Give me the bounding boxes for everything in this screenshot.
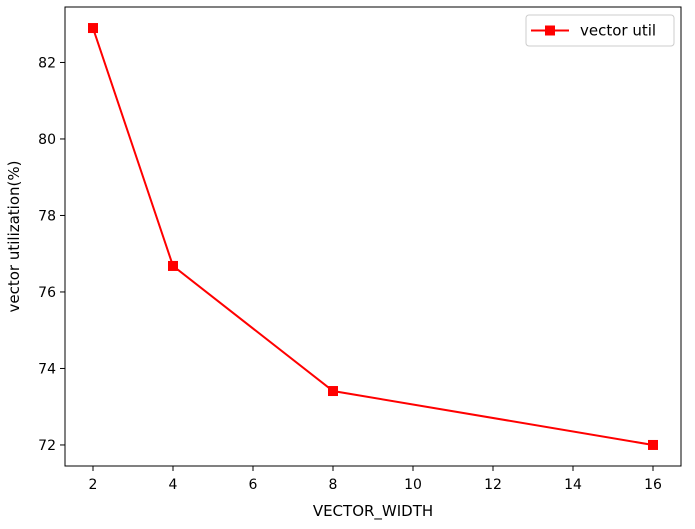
plot-area-frame [64, 6, 682, 467]
x-tick-label: 2 [89, 477, 98, 493]
legend-square-marker [545, 25, 555, 36]
legend: vector util [525, 14, 675, 47]
series-line [92, 27, 654, 446]
x-tick-label: 16 [644, 477, 662, 493]
x-tick-label: 14 [564, 477, 582, 493]
y-tick-label: 78 [38, 208, 56, 224]
legend-label: vector util [580, 22, 656, 40]
data-point [168, 260, 178, 271]
x-axis-ticks: 2 4 6 8 10 12 14 16 [89, 466, 662, 493]
y-tick-label: 74 [38, 361, 56, 377]
y-tick-label: 72 [38, 438, 56, 454]
x-axis-label: VECTOR_WIDTH [313, 502, 433, 521]
x-tick-label: 6 [249, 477, 258, 493]
data-point [88, 23, 98, 34]
x-tick-label: 10 [404, 477, 422, 493]
x-tick-label: 4 [169, 477, 178, 493]
data-point [328, 386, 338, 397]
series-layer [88, 23, 658, 450]
y-tick-label: 76 [38, 285, 56, 301]
x-tick-label: 12 [484, 477, 502, 493]
y-axis-label: vector utilization(%) [5, 161, 23, 313]
y-axis-ticks: 72 74 76 78 80 82 [38, 55, 65, 454]
y-tick-label: 80 [38, 132, 56, 148]
data-point [648, 439, 658, 450]
legend-box [525, 14, 675, 47]
x-tick-label: 8 [329, 477, 338, 493]
y-tick-label: 82 [38, 55, 56, 71]
